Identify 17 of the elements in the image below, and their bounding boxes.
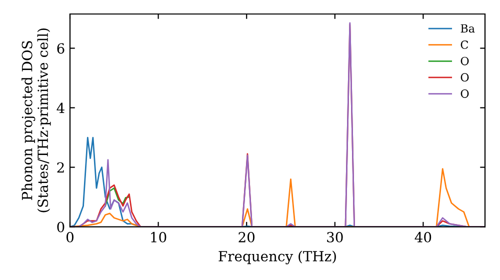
x-axis-title: Frequency (THz): [218, 250, 336, 264]
x-tick-label: 40: [414, 232, 432, 242]
y-tick-label: 6: [57, 43, 64, 54]
legend-label: C: [460, 40, 468, 49]
y-tick-label: 2: [57, 162, 64, 173]
y-tick-label: 4: [56, 102, 64, 114]
x-tick-label: 0: [66, 232, 74, 242]
legend-label: O: [460, 73, 469, 82]
line-series: [104, 187, 130, 207]
legend-label: O: [460, 56, 469, 66]
legend-label: Ba: [460, 24, 475, 33]
x-tick-label: 10: [151, 232, 166, 242]
y-axis-title: Phonon projected DOS (States/THz·primitive cell): [22, 28, 51, 212]
x-tick-label: 30: [327, 232, 343, 242]
y-tick-label: 0: [57, 222, 64, 232]
legend-label: O: [460, 89, 469, 98]
x-tick-label: 20: [238, 232, 255, 242]
